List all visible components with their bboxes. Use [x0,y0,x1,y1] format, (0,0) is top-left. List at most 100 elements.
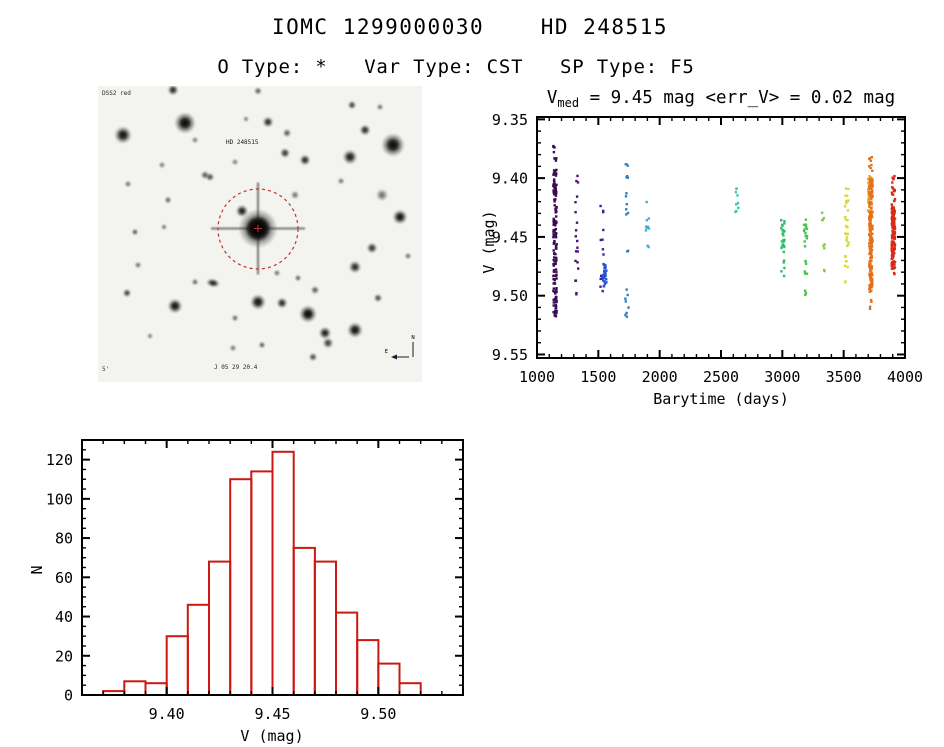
x-tick-label: 9.40 [149,705,185,723]
star [310,285,320,295]
page-title: IOMC 1299000030 HD 248515 [271,15,668,39]
star [348,260,362,274]
histogram-bars [102,450,422,697]
y-tick-label: 9.45 [492,228,528,246]
y-tick-label: 100 [46,490,73,508]
star [124,180,132,188]
y-tick-label: 40 [55,608,73,626]
star [347,322,363,338]
star [158,161,166,169]
target-star [211,182,305,275]
x-tick-label: 9.50 [360,705,396,723]
y-tick-label: 9.50 [492,287,528,305]
star [375,188,389,202]
star [131,228,139,236]
star [200,170,210,180]
star [164,196,172,204]
histogram-yaxis-label: N [28,565,46,574]
x-tick-label: 3000 [764,368,800,386]
star [250,294,266,310]
x-tick-label: 4000 [887,368,923,386]
star [122,288,132,298]
star [146,332,154,340]
histogram-bar [186,603,211,696]
y-tick-label: 0 [64,687,73,705]
aperture-circle [217,188,299,270]
star [258,341,266,349]
scatter-xaxis-label: Barytime (days) [653,390,788,408]
star [282,128,292,138]
star [322,337,334,349]
star [392,209,408,225]
histogram-bar [144,682,168,696]
x-tick-label: 1500 [580,368,616,386]
scatter-title: Vmed = 9.45 mag <err_V> = 0.02 mag [547,88,895,110]
star [276,297,288,309]
histogram-bar [356,639,380,697]
y-tick-label: 9.55 [492,346,528,364]
star [191,136,199,144]
star [373,293,383,303]
axes [81,439,464,696]
compass-east-label: E [385,349,388,355]
star [366,242,378,254]
target-name-label: HD 248515 [226,139,259,146]
star [347,100,357,110]
y-tick-label: 9.40 [492,170,528,188]
axes [536,116,906,359]
page-subtitle: O Type: * Var Type: CST SP Type: F5 [217,56,695,78]
star [231,314,239,322]
star [359,124,371,136]
x-tick-label: 9.45 [254,705,290,723]
x-tick-label: 2000 [642,368,678,386]
y-tick-label: 120 [46,451,73,469]
star [299,305,317,323]
star [229,344,237,352]
elongated-star [206,278,220,288]
star [114,126,132,144]
histogram-bar [250,470,274,697]
star [308,352,318,362]
star [231,158,239,166]
histogram-bar [208,560,232,696]
star [174,112,196,134]
x-tick-label: 2500 [703,368,739,386]
survey-label: DSS2 red [102,90,131,97]
lightcurve-plot: 9.35 9.40 9.45 9.50 9.55 1000 1500 2000 2500 3000… [480,88,923,408]
magnitude-histogram-plot: 0 20 40 60 80 100 120 9.40 9.45 9.50 V (mag) N [28,439,464,745]
star [167,86,179,96]
star [242,115,250,123]
target-cross-marker [254,224,262,233]
star [167,298,183,314]
star [294,274,302,282]
star [318,326,332,340]
field-stars [114,86,412,362]
scale-label: 5' [102,366,109,373]
star [404,252,412,260]
star [273,269,281,277]
y-tick-label: 80 [55,530,73,548]
y-tick-label: 20 [55,647,73,665]
histogram-bar [398,682,422,696]
star [337,177,345,185]
y-tick-label: 9.35 [492,111,528,129]
x-tick-label: 1000 [519,368,555,386]
x-tick-label: 3500 [826,368,862,386]
star [191,278,199,286]
histogram-bar [123,680,147,697]
star [279,147,291,159]
histogram-bar [377,662,401,697]
compass-north-label: N [411,335,414,341]
histogram-bar [271,450,295,696]
star [160,223,168,231]
scatter-yaxis-label: V (mag) [480,210,498,273]
histogram-bar [335,611,359,697]
star [376,103,384,111]
compass [391,342,414,360]
star [299,154,311,166]
histogram-bar [313,560,337,696]
star [254,87,262,95]
coordinates-label: J 05 29 20.4 [214,364,258,371]
histogram-xaxis-label: V (mag) [240,727,303,745]
histogram-bar [292,546,316,697]
